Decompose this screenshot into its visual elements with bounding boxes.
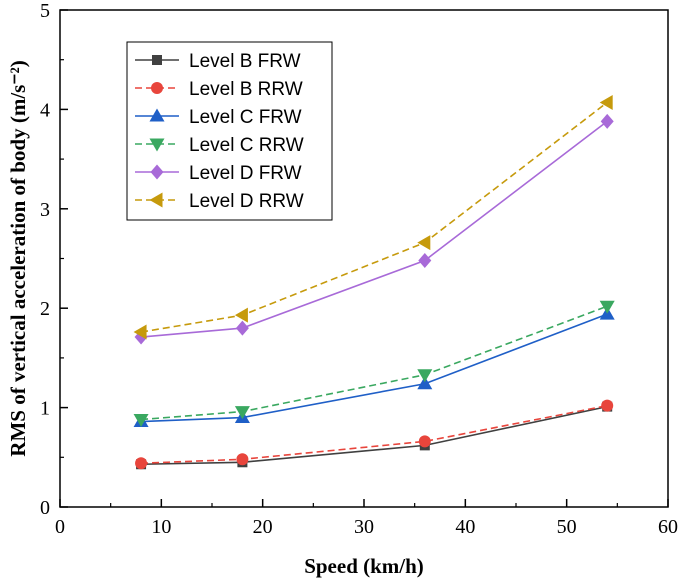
data-point bbox=[600, 113, 614, 129]
series-3 bbox=[133, 306, 615, 428]
legend-item: Level B FRW bbox=[135, 51, 301, 72]
x-tick-label: 40 bbox=[455, 516, 475, 538]
legend-label: Level C RRW bbox=[189, 135, 304, 156]
legend-label: Level D FRW bbox=[189, 163, 302, 184]
series-line bbox=[140, 101, 608, 333]
legend-label: Level D RRW bbox=[189, 191, 304, 212]
y-axis-title: RMS of vertical acceleration of body (m/… bbox=[6, 60, 30, 456]
x-tick-label: 10 bbox=[151, 516, 171, 538]
data-point bbox=[149, 192, 163, 208]
y-tick-label: 5 bbox=[40, 0, 50, 22]
data-point bbox=[417, 376, 433, 390]
y-tick-label: 1 bbox=[40, 398, 50, 420]
data-point bbox=[236, 453, 249, 466]
data-point bbox=[133, 324, 147, 340]
legend-label: Level B FRW bbox=[189, 51, 301, 72]
data-point bbox=[135, 457, 148, 470]
series-line bbox=[141, 305, 608, 421]
series-2 bbox=[135, 399, 614, 470]
legend-label: Level C FRW bbox=[189, 107, 302, 128]
x-tick-label: 0 bbox=[55, 516, 65, 538]
data-point bbox=[133, 414, 149, 428]
legend-item: Level B RRW bbox=[135, 79, 303, 100]
axis-ticks: 0 10 20 30 40 50 60 0 1 2 3 4 5 bbox=[40, 0, 678, 538]
y-tick-label: 4 bbox=[40, 99, 50, 121]
x-tick-label: 60 bbox=[658, 516, 678, 538]
series-6 bbox=[133, 94, 613, 340]
series-line bbox=[141, 313, 608, 423]
series-line bbox=[141, 405, 608, 466]
data-point bbox=[150, 164, 164, 180]
y-tick-label: 2 bbox=[40, 298, 50, 320]
legend-item: Level C FRW bbox=[135, 107, 302, 128]
x-tick-label: 30 bbox=[354, 516, 374, 538]
data-point bbox=[418, 435, 431, 448]
data-point bbox=[152, 55, 162, 65]
legend-item: Level D RRW bbox=[135, 191, 304, 212]
series-1 bbox=[136, 401, 613, 470]
y-tick-label: 3 bbox=[40, 199, 50, 221]
x-axis-title: Speed (km/h) bbox=[304, 554, 424, 578]
legend-item: Level C RRW bbox=[135, 135, 304, 156]
series-line bbox=[140, 120, 608, 338]
legend-item: Level D FRW bbox=[135, 163, 302, 184]
x-tick-label: 20 bbox=[253, 516, 273, 538]
data-point bbox=[235, 320, 249, 336]
y-tick-label: 0 bbox=[40, 497, 50, 519]
series-layer bbox=[133, 94, 615, 470]
data-point bbox=[601, 399, 614, 412]
x-tick-label: 50 bbox=[557, 516, 577, 538]
data-point bbox=[234, 307, 248, 323]
data-point bbox=[599, 94, 613, 110]
legend: Level B FRW Level B RRW Level C FRW Level C… bbox=[126, 41, 333, 221]
legend-label: Level B RRW bbox=[189, 79, 303, 100]
data-point bbox=[417, 235, 431, 251]
series-line bbox=[141, 404, 608, 465]
series-5 bbox=[134, 113, 614, 345]
data-point bbox=[151, 82, 163, 94]
data-point bbox=[234, 406, 250, 420]
data-point bbox=[149, 138, 165, 152]
legend-box bbox=[126, 41, 333, 221]
data-point bbox=[417, 369, 433, 383]
data-point bbox=[149, 108, 165, 122]
series-4 bbox=[133, 300, 615, 428]
data-point bbox=[418, 252, 432, 268]
data-point bbox=[599, 300, 615, 314]
